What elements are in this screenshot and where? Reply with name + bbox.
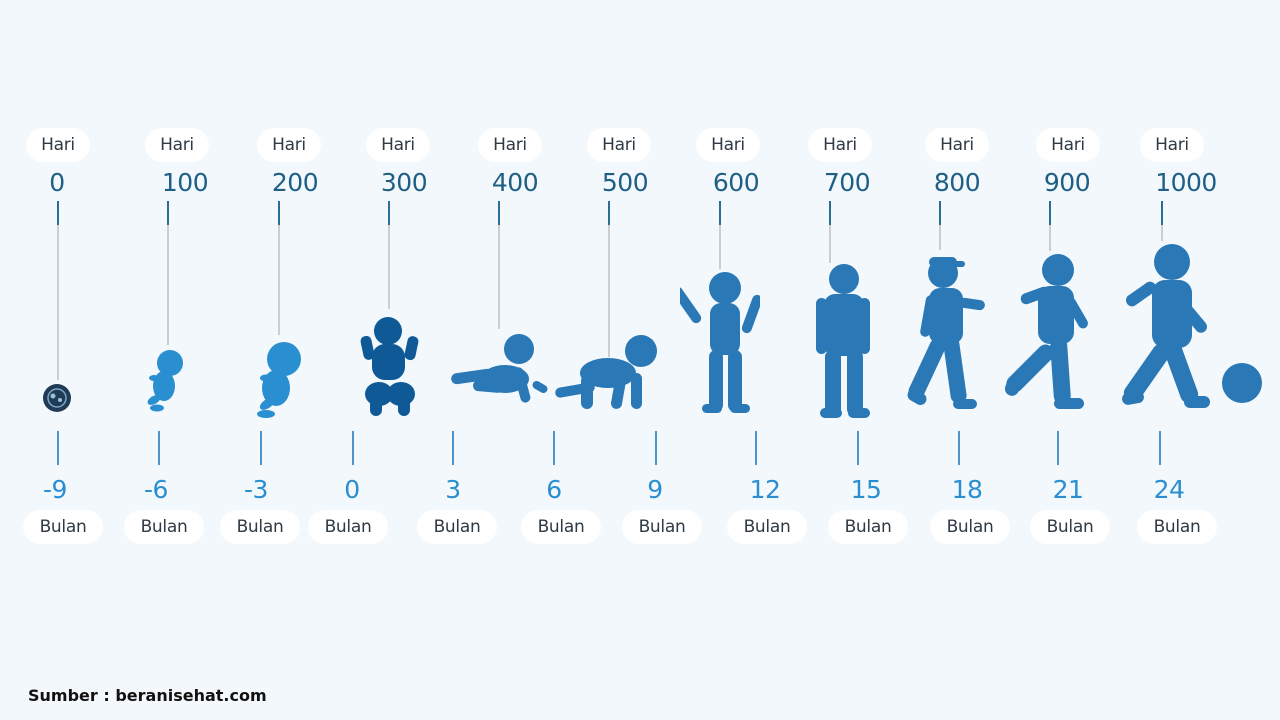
toddler-walking-icon <box>907 257 985 409</box>
bulan-pill: Bulan <box>1030 510 1110 544</box>
month-value: -6 <box>144 475 168 504</box>
bulan-pill: Bulan <box>622 510 702 544</box>
fetus-icon <box>257 342 301 418</box>
month-value: 6 <box>546 475 562 504</box>
newborn-icon <box>360 317 419 416</box>
day-value: 200 <box>271 168 319 197</box>
month-value: 9 <box>647 475 663 504</box>
month-value: 15 <box>850 475 882 504</box>
hari-pill: Hari <box>925 128 989 162</box>
bulan-pill: Bulan <box>727 510 807 544</box>
day-value: 400 <box>491 168 539 197</box>
hari-pill: Hari <box>1140 128 1204 162</box>
hari-pill: Hari <box>696 128 760 162</box>
baby-lying-icon <box>451 334 548 403</box>
baby-crawling-icon <box>555 335 657 409</box>
baby-standing-icon <box>680 272 760 413</box>
day-value: 1000 <box>1155 168 1217 197</box>
month-value: 12 <box>749 475 781 504</box>
bulan-pill: Bulan <box>23 510 103 544</box>
bulan-pill: Bulan <box>308 510 388 544</box>
month-value: 18 <box>951 475 983 504</box>
bulan-pill: Bulan <box>124 510 204 544</box>
hari-pill: Hari <box>808 128 872 162</box>
bulan-pill: Bulan <box>1137 510 1217 544</box>
bulan-pill: Bulan <box>521 510 601 544</box>
month-value: 24 <box>1153 475 1185 504</box>
month-value: -9 <box>43 475 67 504</box>
hari-pill: Hari <box>587 128 651 162</box>
month-value: -3 <box>244 475 268 504</box>
bulan-pill: Bulan <box>828 510 908 544</box>
day-value: 0 <box>49 168 65 197</box>
day-value: 800 <box>933 168 981 197</box>
month-value: 0 <box>344 475 360 504</box>
day-value: 700 <box>823 168 871 197</box>
embryo-icon <box>43 384 71 412</box>
hari-pill: Hari <box>1036 128 1100 162</box>
day-value: 500 <box>601 168 649 197</box>
fetus-icon <box>147 350 183 412</box>
day-value: 300 <box>380 168 428 197</box>
hari-pill: Hari <box>257 128 321 162</box>
source-credit: Sumber : beranisehat.com <box>28 686 267 705</box>
hari-pill: Hari <box>26 128 90 162</box>
bulan-pill: Bulan <box>220 510 300 544</box>
day-value: 900 <box>1043 168 1091 197</box>
hari-pill: Hari <box>478 128 542 162</box>
hari-pill: Hari <box>366 128 430 162</box>
bulan-pill: Bulan <box>417 510 497 544</box>
hari-pill: Hari <box>145 128 209 162</box>
toddler-walking-icon <box>1004 254 1088 409</box>
day-value: 100 <box>161 168 209 197</box>
toddler-standing-icon <box>816 264 870 418</box>
month-value: 21 <box>1052 475 1084 504</box>
bulan-pill: Bulan <box>930 510 1010 544</box>
day-value: 600 <box>712 168 760 197</box>
month-value: 3 <box>445 475 461 504</box>
child-kicking-ball-icon <box>1122 244 1262 408</box>
